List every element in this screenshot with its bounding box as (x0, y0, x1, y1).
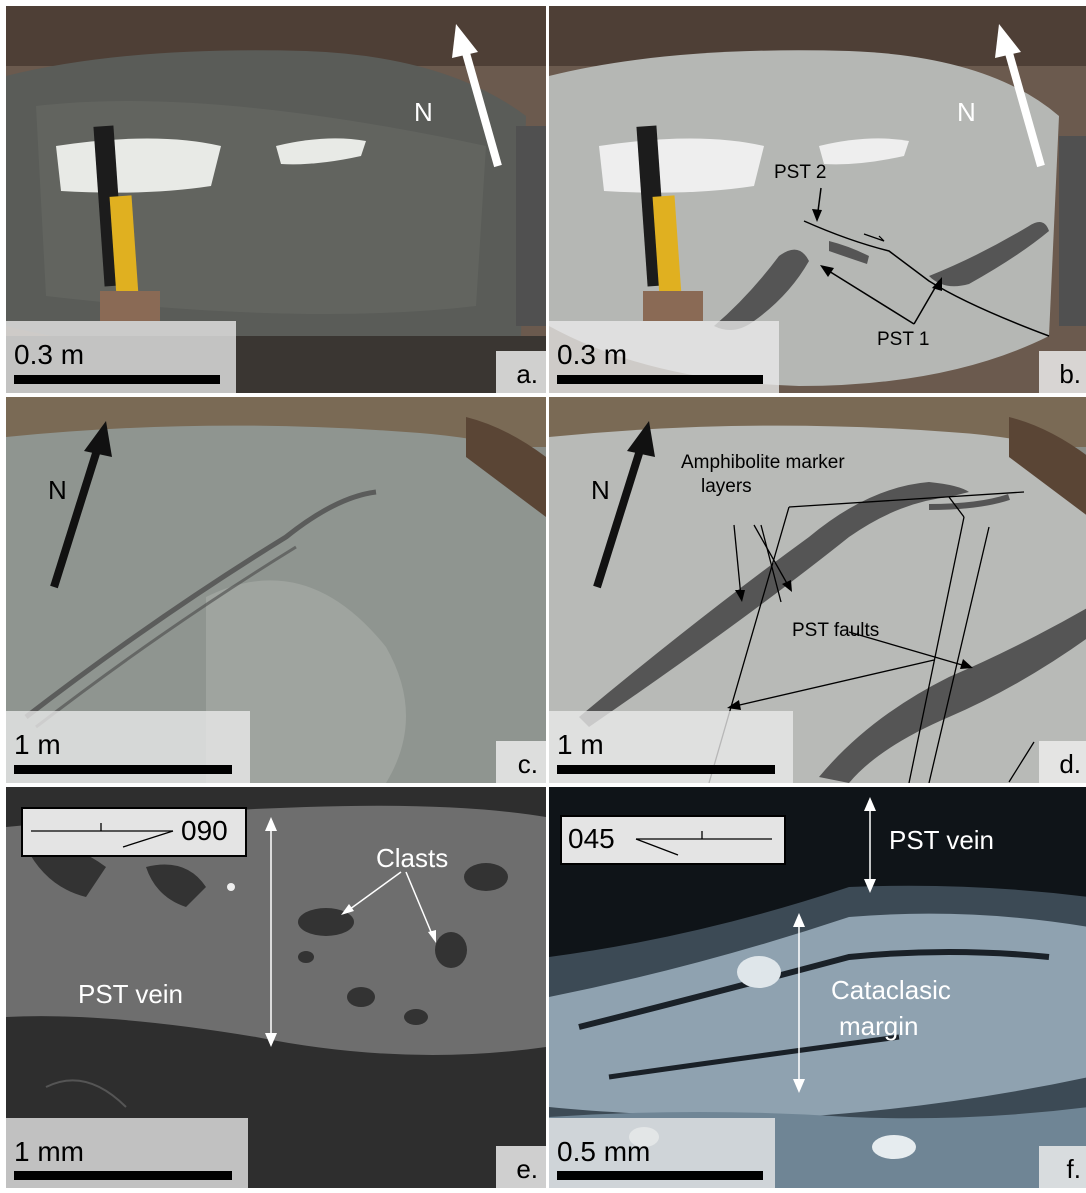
scale-box: 1 m (6, 711, 250, 783)
panel-letter-box: f. (1039, 1146, 1086, 1188)
panel-letter: e. (516, 1154, 538, 1184)
scale-label: 0.3 m (557, 339, 628, 370)
scale-box: 0.3 m (6, 321, 236, 393)
north-label: N (591, 475, 610, 505)
panel-f: 045 PST vein Cataclasic margin 0.5 mm f. (549, 787, 1086, 1188)
pst2-label: PST 2 (774, 162, 827, 183)
orientation-value: 090 (181, 815, 228, 846)
panel-letter: c. (517, 749, 538, 779)
north-label: N (957, 97, 976, 127)
scale-bar (14, 375, 220, 384)
orientation-inset: 090 (21, 807, 247, 857)
scale-label: 1 m (557, 729, 604, 760)
panel-d: N Amphibolite marker layers PST faults 1… (549, 397, 1086, 783)
pst-vein-label: PST vein (78, 979, 184, 1009)
clasts-label: Clasts (376, 843, 449, 873)
panel-a: N 0.3 m a. (6, 6, 546, 393)
panel-letter: d. (1059, 749, 1081, 779)
panel-letter: a. (516, 359, 538, 389)
scale-bar (14, 765, 232, 774)
scale-box: 0.3 m (549, 321, 779, 393)
panel-letter-box: c. (496, 741, 546, 783)
pst-faults-label: PST faults (792, 620, 880, 641)
north-label: N (414, 97, 433, 127)
scale-bar (557, 375, 763, 384)
pst1-label: PST 1 (877, 329, 930, 350)
scale-bar (14, 1171, 232, 1180)
north-label: N (48, 475, 67, 505)
cataclasic-label-line1: Cataclasic (831, 975, 951, 1005)
panel-b: N PST 2 PST 1 0.3 m b. (549, 6, 1086, 393)
pst-vein-label: PST vein (889, 825, 995, 855)
scale-label: 1 m (14, 729, 61, 760)
scale-label: 0.3 m (14, 339, 85, 370)
amphibolite-label-line2: layers (701, 476, 752, 497)
panel-e: 090 Clasts PST vein 1 mm e. (6, 787, 546, 1188)
panel-letter-box: b. (1039, 351, 1086, 393)
panel-letter-box: a. (496, 351, 546, 393)
cataclasic-label-line2: margin (839, 1011, 919, 1041)
amphibolite-label-line1: Amphibolite marker (681, 452, 845, 473)
panel-letter: f. (1066, 1154, 1081, 1184)
outcrop-photo-a (6, 6, 546, 393)
panel-c: N 1 m c. (6, 397, 546, 783)
scale-box: 1 m (549, 711, 793, 783)
scale-label: 0.5 mm (557, 1136, 651, 1167)
panel-letter-box: e. (496, 1146, 546, 1188)
scale-box: 0.5 mm (549, 1118, 775, 1188)
panel-letter: b. (1059, 359, 1081, 389)
orientation-inset: 045 (560, 815, 786, 865)
panel-letter-box: d. (1039, 741, 1086, 783)
scale-bar (557, 765, 775, 774)
scale-label: 1 mm (14, 1136, 84, 1167)
orientation-value: 045 (568, 823, 615, 854)
scale-box: 1 mm (6, 1118, 248, 1188)
scale-bar (557, 1171, 763, 1180)
